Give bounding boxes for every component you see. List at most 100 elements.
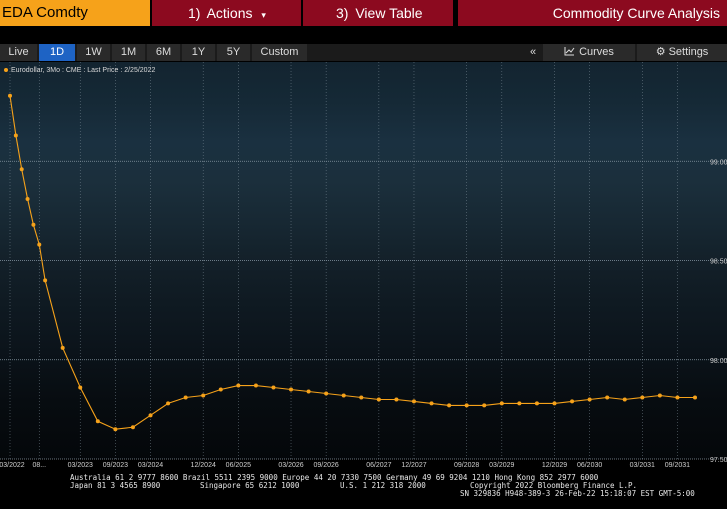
x-tick-label: 03/2024 [138,462,163,469]
command-bar: EDA Comdty 1) Actions ▾ 3) View Table Co… [0,0,727,26]
footer-contacts-singapore: Singapore 65 6212 1000 [200,481,300,490]
collapse-button[interactable]: « [524,44,542,61]
data-point[interactable] [271,385,276,390]
data-point[interactable] [570,399,575,404]
data-point[interactable] [394,397,399,402]
x-tick-label: 03/2023 [68,462,93,469]
data-point[interactable] [19,167,24,172]
footer-contacts-us: U.S. 1 212 318 2000 [340,481,426,490]
data-point[interactable] [499,401,504,406]
data-point[interactable] [447,403,452,408]
x-tick-label: 03/2031 [630,462,655,469]
data-point[interactable] [183,395,188,400]
chart-area [0,62,727,459]
x-tick-label: 06/2027 [366,462,391,469]
data-point[interactable] [324,391,329,396]
x-tick-label: 03/2022 [0,462,25,469]
x-tick-label: 09/2031 [665,462,690,469]
footer-contacts-japan: Japan 81 3 4565 8900 [70,481,161,490]
chart-legend: Eurodollar, 3Mo : CME : Last Price : 2/2… [4,67,155,74]
range-live-button[interactable]: Live [0,44,37,61]
gear-icon: ⚙ [655,46,666,58]
data-point[interactable] [587,397,592,402]
footer-session-info: SN 329836 H948-389-3 26-Feb-22 15:18:07 … [460,489,695,498]
data-point[interactable] [482,403,487,408]
x-tick-label: 08... [32,462,46,469]
x-tick-label: 09/2023 [103,462,128,469]
data-point[interactable] [552,401,557,406]
data-point[interactable] [95,419,100,424]
ticker-field[interactable]: EDA Comdty [0,0,150,26]
data-point[interactable] [37,242,42,247]
y-tick-label: 97.50 [710,457,727,464]
range-selector: Live 1D 1W 1M 6M 1Y 5Y Custom [0,44,309,61]
data-point[interactable] [289,387,294,392]
range-6m-button[interactable]: 6M [147,44,180,61]
view-table-button[interactable]: 3) View Table [303,0,453,26]
curves-button[interactable]: Curves [543,44,635,61]
data-point[interactable] [60,345,65,350]
line-chart-icon [564,47,575,56]
data-point[interactable] [693,395,697,400]
data-point[interactable] [517,401,522,406]
data-point[interactable] [43,278,48,283]
data-point[interactable] [201,393,206,398]
data-point[interactable] [31,222,36,227]
range-1m-button[interactable]: 1M [112,44,145,61]
data-point[interactable] [622,397,627,402]
x-tick-label: 09/2026 [313,462,338,469]
x-tick-label: 06/2030 [577,462,602,469]
y-tick-label: 99.00 [710,159,727,166]
range-1y-button[interactable]: 1Y [182,44,215,61]
actions-label: Actions [206,5,253,21]
series-line [9,95,695,430]
range-custom-button[interactable]: Custom [252,44,307,61]
data-point[interactable] [166,401,171,406]
range-5y-button[interactable]: 5Y [217,44,250,61]
data-point[interactable] [13,133,18,138]
settings-label: Settings [668,46,709,58]
data-point[interactable] [25,196,30,201]
data-point[interactable] [78,385,83,390]
data-point[interactable] [464,403,469,408]
data-point[interactable] [605,395,610,400]
footer-contacts-line1: Australia 61 2 9777 8600 Brazil 5511 239… [70,473,599,482]
actions-number: 1) [188,5,201,21]
data-point[interactable] [657,393,662,398]
chevron-down-icon: ▾ [261,10,266,20]
x-tick-label: 03/2026 [278,462,303,469]
data-point[interactable] [130,425,135,430]
data-point[interactable] [640,395,645,400]
data-point[interactable] [253,383,258,388]
x-tick-label: 09/2028 [454,462,479,469]
data-point[interactable] [8,93,12,98]
data-point[interactable] [218,387,223,392]
x-tick-label: 06/2025 [226,462,251,469]
legend-label: Eurodollar, 3Mo : CME : Last Price : 2/2… [11,67,156,74]
data-point[interactable] [675,395,680,400]
x-tick-label: 12/2027 [401,462,426,469]
data-point[interactable] [306,389,311,394]
data-point[interactable] [359,395,364,400]
footer-copyright: Copyright 2022 Bloomberg Finance L.P. [470,481,638,490]
page-title: Commodity Curve Analysis [458,0,727,26]
range-1w-button[interactable]: 1W [77,44,110,61]
actions-button[interactable]: 1) Actions ▾ [152,0,301,26]
data-point[interactable] [534,401,539,406]
data-point[interactable] [113,427,118,432]
x-tick-label: 12/2029 [542,462,567,469]
data-point[interactable] [376,397,381,402]
data-point[interactable] [236,383,241,388]
data-point[interactable] [341,393,346,398]
data-point[interactable] [148,413,153,418]
view-table-label: View Table [355,5,423,21]
curves-label: Curves [579,46,614,58]
range-1d-button[interactable]: 1D [39,44,75,61]
view-table-number: 3) [336,5,349,21]
y-tick-label: 98.00 [710,358,727,365]
settings-button[interactable]: ⚙ Settings [637,44,727,61]
curve-chart: 99.00 98.50 98.00 97.50 03/2022 08... 03/2023 0… [0,62,727,469]
data-point[interactable] [411,399,416,404]
data-point[interactable] [429,401,434,406]
x-tick-label: 12/2024 [191,462,216,469]
